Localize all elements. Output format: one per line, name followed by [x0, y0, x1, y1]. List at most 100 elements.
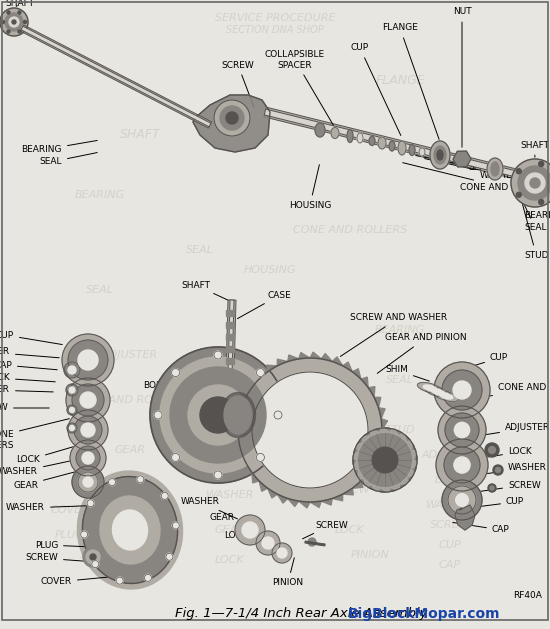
Text: WASHER: WASHER	[181, 498, 238, 519]
Ellipse shape	[419, 148, 425, 156]
Text: CONE AND ROLLERS: CONE AND ROLLERS	[403, 163, 550, 192]
Ellipse shape	[82, 477, 178, 584]
Polygon shape	[257, 372, 268, 379]
Circle shape	[530, 178, 540, 188]
Circle shape	[445, 413, 479, 447]
Text: ADJUSTER: ADJUSTER	[0, 347, 59, 358]
Polygon shape	[368, 463, 378, 472]
Text: SCREW: SCREW	[430, 520, 470, 530]
Ellipse shape	[315, 123, 325, 137]
Circle shape	[68, 410, 108, 450]
Text: GEAR: GEAR	[114, 445, 146, 455]
Text: CUP: CUP	[446, 353, 508, 374]
Polygon shape	[332, 494, 343, 501]
Text: WASHER: WASHER	[458, 464, 547, 477]
Polygon shape	[354, 460, 359, 470]
Text: SCREW: SCREW	[0, 403, 50, 413]
Circle shape	[9, 17, 19, 27]
Text: SHAFT: SHAFT	[181, 281, 229, 301]
Circle shape	[516, 192, 521, 198]
Circle shape	[161, 493, 168, 499]
Circle shape	[24, 21, 26, 23]
Text: SECTION DNA SHOP: SECTION DNA SHOP	[226, 25, 324, 35]
Circle shape	[214, 471, 222, 479]
Text: GEAR: GEAR	[210, 513, 256, 534]
Text: WASHER: WASHER	[426, 500, 474, 510]
Polygon shape	[353, 481, 363, 488]
Circle shape	[256, 369, 265, 377]
Bar	[226, 310, 234, 316]
Circle shape	[154, 411, 162, 419]
Circle shape	[525, 173, 545, 193]
Polygon shape	[368, 387, 375, 398]
Bar	[226, 358, 234, 364]
Circle shape	[214, 100, 250, 136]
Circle shape	[448, 486, 476, 514]
Text: SEAL: SEAL	[516, 187, 547, 233]
Text: LOCK: LOCK	[16, 444, 84, 464]
Text: BigBlockMopar.com: BigBlockMopar.com	[348, 607, 500, 621]
Polygon shape	[239, 452, 246, 463]
Text: PINION: PINION	[351, 550, 389, 560]
Polygon shape	[455, 505, 475, 530]
Circle shape	[90, 554, 96, 560]
Text: CAP: CAP	[453, 523, 510, 535]
Polygon shape	[343, 362, 353, 372]
Polygon shape	[277, 359, 288, 366]
Circle shape	[78, 472, 98, 492]
Polygon shape	[233, 430, 239, 442]
Polygon shape	[380, 428, 390, 432]
Ellipse shape	[439, 393, 453, 399]
Ellipse shape	[430, 141, 450, 169]
Text: CUP: CUP	[455, 498, 524, 509]
Text: PINION: PINION	[272, 558, 304, 587]
Ellipse shape	[409, 145, 415, 155]
Circle shape	[235, 515, 265, 545]
Text: LOCK: LOCK	[435, 475, 465, 485]
Polygon shape	[299, 501, 310, 508]
Polygon shape	[232, 419, 239, 430]
Circle shape	[160, 357, 276, 473]
Circle shape	[172, 369, 179, 377]
Polygon shape	[249, 379, 259, 387]
Bar	[226, 346, 234, 352]
Circle shape	[444, 447, 480, 483]
Circle shape	[170, 367, 266, 463]
Text: GEAR: GEAR	[214, 525, 245, 535]
Circle shape	[434, 362, 490, 418]
Circle shape	[66, 384, 78, 396]
Polygon shape	[288, 498, 299, 506]
Circle shape	[436, 439, 488, 491]
Text: SHAFT: SHAFT	[5, 0, 34, 9]
Polygon shape	[20, 25, 212, 128]
Text: FLANGE: FLANGE	[382, 23, 439, 140]
Polygon shape	[305, 541, 325, 546]
Circle shape	[86, 550, 100, 564]
Text: LOCK: LOCK	[215, 555, 245, 565]
Circle shape	[80, 392, 96, 408]
Polygon shape	[242, 387, 252, 398]
Circle shape	[62, 334, 114, 386]
Polygon shape	[237, 398, 246, 408]
Circle shape	[490, 486, 494, 490]
Circle shape	[67, 405, 77, 415]
Text: LOCK: LOCK	[458, 447, 532, 462]
Text: STUD: STUD	[384, 425, 415, 435]
Polygon shape	[245, 463, 252, 474]
Circle shape	[200, 397, 236, 433]
Text: STUD: STUD	[521, 198, 548, 260]
Circle shape	[220, 106, 244, 130]
Circle shape	[7, 11, 10, 14]
Text: CUP: CUP	[0, 330, 62, 345]
Circle shape	[18, 30, 21, 33]
Circle shape	[108, 479, 116, 486]
Polygon shape	[321, 353, 332, 362]
Polygon shape	[234, 408, 241, 419]
Circle shape	[488, 447, 496, 454]
Circle shape	[0, 8, 28, 36]
Polygon shape	[374, 398, 381, 408]
Text: SEAL: SEAL	[40, 153, 97, 167]
Text: SEAL: SEAL	[86, 285, 114, 295]
Polygon shape	[361, 377, 368, 387]
Circle shape	[12, 20, 16, 24]
